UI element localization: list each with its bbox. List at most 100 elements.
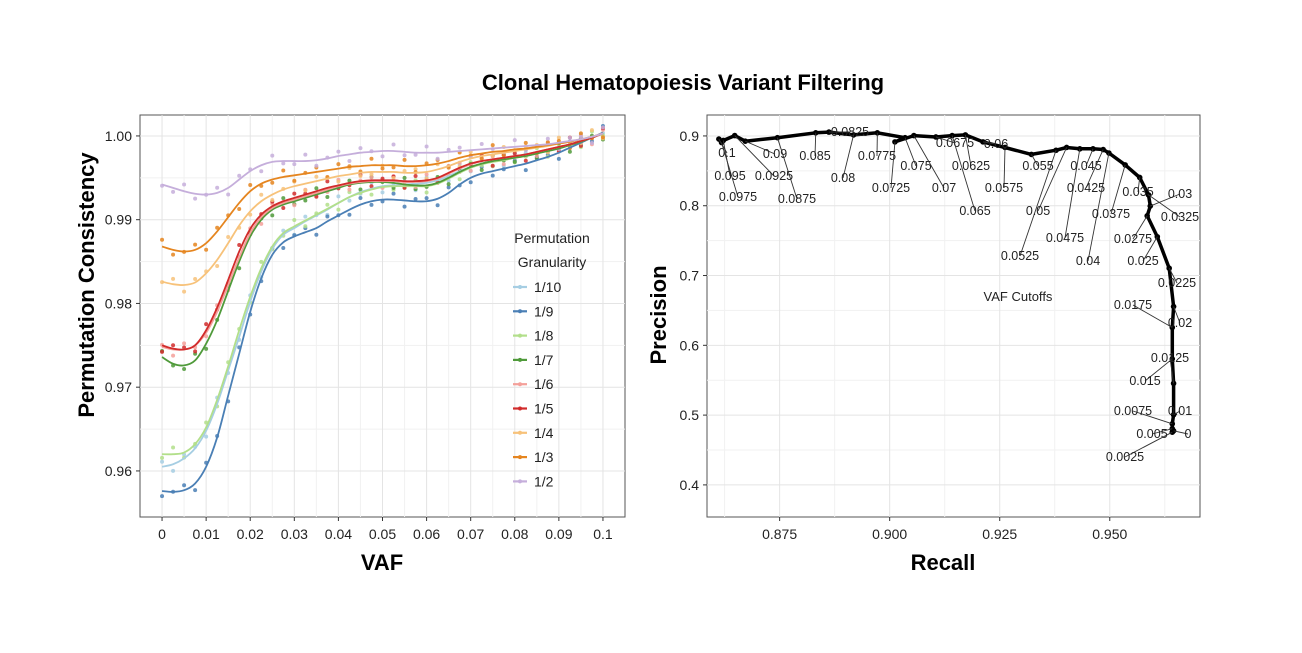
cutoff-leader-line: [1132, 410, 1173, 425]
cutoff-label: 0.065: [959, 204, 990, 218]
data-point: [589, 141, 594, 146]
data-point: [171, 468, 176, 473]
series-line-1-9: [161, 131, 604, 493]
data-point: [314, 186, 319, 191]
data-point: [479, 156, 484, 161]
data-point: [325, 202, 330, 207]
data-point: [402, 175, 407, 180]
data-point: [336, 162, 341, 167]
cutoff-label: 0.0075: [1114, 404, 1152, 418]
data-point: [512, 138, 517, 143]
cutoff-label: 0.025: [1127, 254, 1158, 268]
cutoff-label: 0.0025: [1106, 450, 1144, 464]
cutoff-label: 0.015: [1129, 374, 1160, 388]
cutoff-label: 0.0175: [1114, 298, 1152, 312]
cutoff-label: 0.005: [1136, 427, 1167, 441]
legend-key-point: [518, 309, 522, 314]
cutoff-label: 0.0325: [1161, 210, 1199, 224]
data-point: [413, 196, 418, 201]
cutoff-leader-line: [1150, 193, 1181, 207]
legend-key-point: [518, 285, 522, 289]
cutoff-label: 0.0375: [1092, 207, 1130, 221]
cutoff-leader-line: [1168, 267, 1178, 284]
cutoff-label: 0.075: [900, 159, 931, 173]
x-tick-label: 0.08: [501, 526, 528, 542]
data-point: [325, 195, 330, 200]
data-point: [479, 142, 484, 147]
cutoff-leader-line: [1173, 410, 1181, 416]
data-point: [369, 202, 374, 207]
data-point: [545, 140, 550, 145]
data-point: [413, 174, 418, 179]
cutoff-leader-line: [964, 134, 972, 167]
data-point: [567, 135, 572, 140]
legend-key-point: [518, 479, 522, 484]
right-ticks: 0.875 0.900 0.925 0.950 0.4 0.5 0.6 0.7 0.8 0.9: [680, 128, 1128, 542]
cutoff-label: 0.03: [1168, 187, 1192, 201]
data-point: [391, 165, 396, 170]
data-point: [237, 206, 242, 211]
data-point: [369, 184, 374, 189]
pr-point: [1170, 380, 1177, 387]
data-point: [347, 159, 352, 164]
legend-entry: 1/4: [534, 425, 554, 441]
data-point: [589, 128, 594, 133]
data-point: [523, 158, 528, 163]
data-point: [523, 140, 528, 145]
x-tick-label: 0.06: [413, 526, 440, 542]
data-point: [468, 180, 473, 185]
data-point: [182, 182, 187, 187]
data-point: [215, 185, 220, 190]
cutoff-leader-line: [1142, 236, 1158, 262]
x-tick-label: 0.04: [325, 526, 352, 542]
legend-title: Granularity: [518, 254, 586, 270]
x-tick-label: 0.07: [457, 526, 484, 542]
data-point: [424, 190, 429, 195]
x-tick-label: 0.01: [193, 526, 220, 542]
data-point: [292, 218, 297, 223]
cutoff-leader-line: [814, 132, 817, 157]
cutoff-label: 0.08: [831, 171, 855, 185]
data-point: [391, 142, 396, 147]
data-point: [358, 146, 363, 151]
data-point: [435, 156, 440, 161]
data-point: [545, 136, 550, 141]
cutoff-label: 0.0525: [1001, 249, 1039, 263]
data-point: [171, 189, 176, 194]
cutoff-label: 0.0575: [985, 181, 1023, 195]
data-point: [512, 159, 517, 164]
data-point: [424, 172, 429, 177]
data-point: [490, 143, 495, 148]
data-point: [292, 178, 297, 183]
cutoff-leader-line: [1085, 149, 1104, 189]
cutoff-leader-line: [842, 134, 855, 179]
data-point: [303, 214, 308, 219]
data-point: [259, 259, 264, 264]
vaf-cutoffs-annotation: VAF Cutoffs: [984, 289, 1053, 304]
x-tick-label: 0.02: [237, 526, 264, 542]
cutoff-label: 0.0125: [1151, 351, 1189, 365]
data-point: [347, 178, 352, 183]
cutoff-label: 0.095: [714, 169, 745, 183]
y-tick-label: 0.97: [105, 379, 132, 395]
data-point: [380, 154, 385, 159]
cutoff-label: 0.0475: [1046, 231, 1084, 245]
x-tick-label: 0.875: [762, 526, 797, 542]
pr-point: [1170, 411, 1177, 418]
data-point: [325, 179, 330, 184]
data-point: [380, 166, 385, 171]
data-point: [281, 161, 286, 166]
y-tick-label: 0.8: [680, 198, 700, 214]
figure-title: Clonal Hematopoiesis Variant Filtering: [482, 70, 884, 95]
cutoff-leader-line: [721, 142, 739, 198]
cutoff-leader-line: [1151, 428, 1173, 435]
data-point: [171, 276, 176, 281]
data-point: [193, 242, 198, 247]
cutoff-leader-line: [1064, 148, 1081, 239]
x-tick-label: 0.1: [593, 526, 613, 542]
series-line-1-3: [161, 132, 604, 253]
data-point: [567, 149, 572, 154]
cutoff-leader-line: [1124, 431, 1173, 458]
data-point: [457, 145, 462, 150]
cutoff-label: 0.0875: [778, 192, 816, 206]
